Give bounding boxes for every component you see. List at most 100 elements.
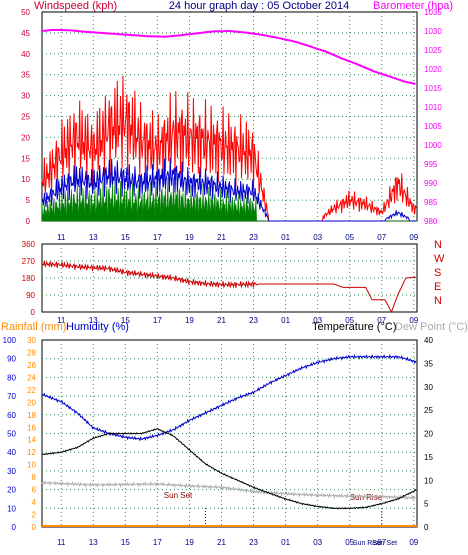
windspeed-axis-title: Windspeed (kph) xyxy=(34,0,117,12)
x-tick-label: 03 xyxy=(313,316,322,325)
barometer-tick-label: 1015 xyxy=(424,84,442,93)
x-tick-label: 15 xyxy=(121,316,130,325)
series-humidity xyxy=(41,354,417,442)
humidity-tick-label: 100 xyxy=(3,336,17,345)
temperature-tick-label: 10 xyxy=(424,476,433,485)
x-tick-label: 21 xyxy=(217,316,226,325)
x-tick-label: 11 xyxy=(57,316,66,325)
compass-label: W xyxy=(434,253,445,265)
humidity-tick-label: 0 xyxy=(12,523,17,532)
barometer-tick-label: 980 xyxy=(424,217,438,226)
x-tick-label: 19 xyxy=(185,538,194,547)
x-tick-label: 15 xyxy=(121,538,130,547)
barometer-tick-label: 990 xyxy=(424,179,438,188)
barometer-tick-label: 1035 xyxy=(424,8,442,17)
humidity-tick-label: 80 xyxy=(7,373,16,382)
series-temperature xyxy=(41,428,417,510)
x-tick-label: 03 xyxy=(313,538,322,547)
x-tick-label: 19 xyxy=(185,316,194,325)
x-tick-label: 13 xyxy=(89,233,98,242)
annotation-sun-set-axis: Sun Set xyxy=(372,540,397,547)
barometer-tick-label: 1025 xyxy=(424,46,442,55)
x-tick-label: 21 xyxy=(217,538,226,547)
barometer-tick-label: 995 xyxy=(424,160,438,169)
compass-label: N xyxy=(434,239,442,251)
humidity-tick-label: 10 xyxy=(7,504,16,513)
x-tick-label: 09 xyxy=(409,233,418,242)
x-tick-label: 23 xyxy=(249,538,258,547)
x-tick-label: 05 xyxy=(345,233,354,242)
direction-tick-label: 0 xyxy=(31,308,36,317)
x-tick-label: 23 xyxy=(249,316,258,325)
windspeed-tick-label: 30 xyxy=(21,92,30,101)
x-tick-label: 09 xyxy=(409,538,418,547)
windspeed-tick-label: 40 xyxy=(21,50,30,59)
x-tick-label: 05 xyxy=(345,538,354,547)
series-wind-gust xyxy=(41,75,417,222)
wind-pressure-panel: 0510152025303540455098098599099510001005… xyxy=(21,8,442,242)
rainfall-tick-label: 20 xyxy=(27,398,36,407)
annotation-sun-rise-axis: Sun Rise xyxy=(353,540,382,547)
barometer-tick-label: 1010 xyxy=(424,103,442,112)
direction-tick-label: 360 xyxy=(22,240,36,249)
x-tick-label: 03 xyxy=(313,233,322,242)
windspeed-tick-label: 25 xyxy=(21,113,30,122)
humidity-tick-label: 70 xyxy=(7,392,16,401)
x-tick-label: 17 xyxy=(153,233,162,242)
barometer-tick-label: 1020 xyxy=(424,65,442,74)
windspeed-tick-label: 50 xyxy=(21,8,30,17)
x-tick-label: 17 xyxy=(153,538,162,547)
rainfall-tick-label: 22 xyxy=(27,386,36,395)
temperature-tick-label: 35 xyxy=(424,359,433,368)
graph-title: 24 hour graph day : 05 October 2014 xyxy=(169,0,349,12)
temperature-tick-label: 0 xyxy=(424,523,429,532)
x-tick-label: 11 xyxy=(57,233,66,242)
humidity-tick-label: 20 xyxy=(7,486,16,495)
x-tick-label: 13 xyxy=(89,316,98,325)
rainfall-tick-label: 0 xyxy=(32,523,37,532)
x-tick-label: 01 xyxy=(281,233,290,242)
rainfall-tick-label: 24 xyxy=(27,373,36,382)
rainfall-tick-label: 16 xyxy=(27,423,36,432)
temperature-tick-label: 30 xyxy=(424,383,433,392)
rainfall-tick-label: 30 xyxy=(27,336,36,345)
x-tick-label: 23 xyxy=(249,233,258,242)
series-dew-point xyxy=(41,480,417,501)
compass-label: S xyxy=(434,267,441,279)
barometer-tick-label: 985 xyxy=(424,198,438,207)
windspeed-tick-label: 10 xyxy=(21,175,30,184)
temperature-tick-label: 5 xyxy=(424,500,429,509)
direction-tick-label: 270 xyxy=(22,257,36,266)
direction-tick-label: 180 xyxy=(22,274,36,283)
x-tick-label: 11 xyxy=(57,538,66,547)
annotation-sun-set: Sun Set xyxy=(164,491,193,500)
series-wind-direction xyxy=(41,260,417,314)
humidity-tick-label: 60 xyxy=(7,411,16,420)
x-tick-label: 09 xyxy=(409,316,418,325)
compass-label: E xyxy=(434,281,441,293)
barometer-tick-label: 1000 xyxy=(424,141,442,150)
x-tick-label: 19 xyxy=(185,233,194,242)
temperature-tick-label: 15 xyxy=(424,453,433,462)
x-tick-label: 05 xyxy=(345,316,354,325)
temperature-tick-label: 20 xyxy=(424,430,433,439)
windspeed-tick-label: 5 xyxy=(26,196,31,205)
rainfall-tick-label: 6 xyxy=(32,486,37,495)
x-tick-label: 13 xyxy=(89,538,98,547)
x-tick-label: 07 xyxy=(377,538,386,547)
rainfall-tick-label: 8 xyxy=(32,473,37,482)
temperature-axis-title: Temperature (°C) xyxy=(312,321,396,333)
barometer-tick-label: 1030 xyxy=(424,27,442,36)
windspeed-tick-label: 0 xyxy=(26,217,31,226)
compass-label: N xyxy=(434,295,442,307)
rainfall-tick-label: 2 xyxy=(32,511,37,520)
barometer-axis-title: Barometer (hpa) xyxy=(373,0,453,12)
humidity-axis-title: Humidity (%) xyxy=(66,321,129,333)
rainfall-tick-label: 4 xyxy=(32,498,37,507)
rainfall-tick-label: 18 xyxy=(27,411,36,420)
x-tick-label: 07 xyxy=(377,316,386,325)
x-tick-label: 01 xyxy=(281,316,290,325)
humidity-tick-label: 40 xyxy=(7,448,16,457)
